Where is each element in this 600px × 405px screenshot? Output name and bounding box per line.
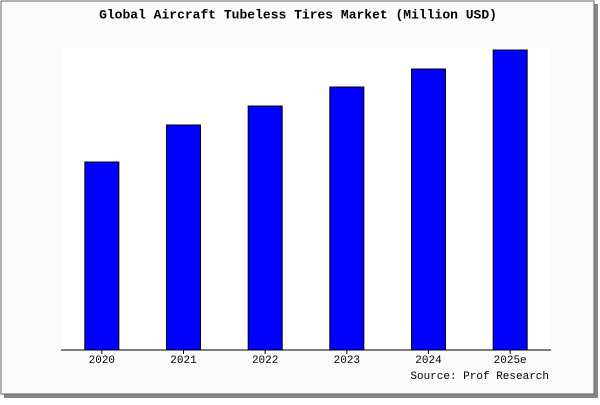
plot-area xyxy=(61,48,551,350)
chart-title: Global Aircraft Tubeless Tires Market (M… xyxy=(99,7,497,22)
x-tick-label: 2023 xyxy=(334,355,360,367)
x-tick-label: 2021 xyxy=(170,355,197,367)
bar xyxy=(247,105,283,351)
x-tick-label: 2022 xyxy=(252,355,278,367)
source: Source: Prof Research xyxy=(410,371,549,383)
bar xyxy=(329,86,365,351)
bar xyxy=(84,161,120,351)
bar xyxy=(492,49,528,351)
x-tick-label: 2024 xyxy=(415,355,442,367)
x-tick-label: 2025e xyxy=(494,355,527,367)
x-tick-label: 2020 xyxy=(89,355,115,367)
bar xyxy=(166,124,201,351)
bar xyxy=(411,68,446,351)
